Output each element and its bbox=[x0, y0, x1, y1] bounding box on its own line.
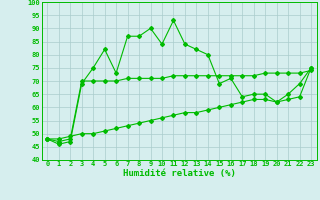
X-axis label: Humidité relative (%): Humidité relative (%) bbox=[123, 169, 236, 178]
